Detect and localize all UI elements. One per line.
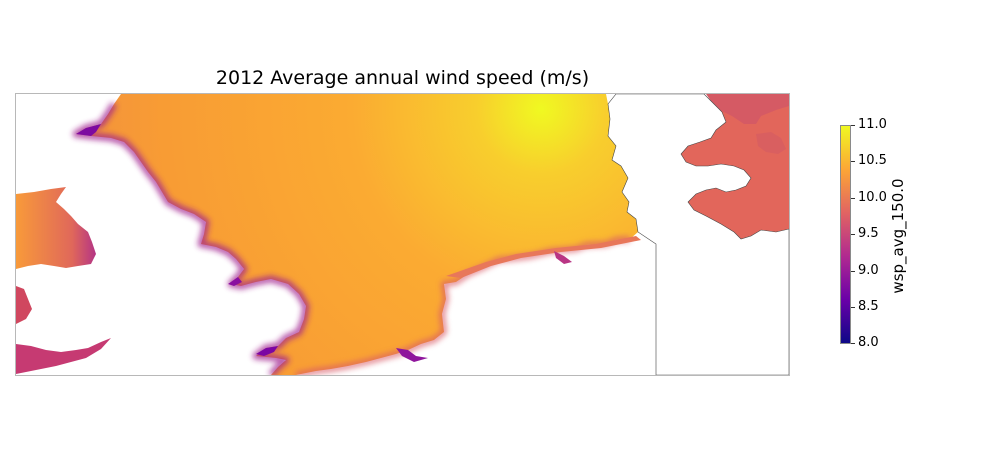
colorbar-tick-label: 8.0 xyxy=(858,335,879,350)
colorbar-tick xyxy=(851,198,855,199)
colorbar-tick xyxy=(851,125,855,126)
colorbar-tick-label: 11.0 xyxy=(858,117,887,132)
moray-firth-deep xyxy=(76,124,101,136)
west-sea-middle xyxy=(16,286,32,324)
colorbar-tick-label: 8.5 xyxy=(858,299,879,314)
north-sea-water xyxy=(76,94,638,375)
colorbar-tick xyxy=(851,234,855,235)
map-canvas xyxy=(16,94,789,375)
colorbar-tick xyxy=(851,307,855,308)
wadden-inner xyxy=(554,251,572,264)
colorbar-label: wsp_avg_150.0 xyxy=(889,178,907,294)
colorbar-tick-label: 10.5 xyxy=(858,153,887,168)
scheldt-estuary xyxy=(396,348,428,362)
thames-estuary xyxy=(256,346,278,356)
map-title: 2012 Average annual wind speed (m/s) xyxy=(215,67,590,89)
west-sea-upper xyxy=(16,187,96,269)
colorbar-tick-label: 10.0 xyxy=(858,190,887,205)
east-islands-water xyxy=(756,132,786,154)
west-sea-lower xyxy=(16,338,111,374)
denmark-land xyxy=(607,94,789,375)
kattegat-water xyxy=(706,94,789,124)
uk-coast-fringe xyxy=(72,102,310,375)
colorbar-tick-label: 9.0 xyxy=(858,263,879,278)
skagerrak-water xyxy=(681,94,789,239)
humber-estuary xyxy=(228,277,242,286)
frisian-islands xyxy=(446,236,641,278)
colorbar xyxy=(840,125,851,344)
colorbar-tick xyxy=(851,161,855,162)
colorbar-tick xyxy=(851,271,855,272)
wind-speed-map xyxy=(15,93,790,376)
colorbar-tick xyxy=(851,343,855,344)
colorbar-tick-label: 9.5 xyxy=(858,226,879,241)
